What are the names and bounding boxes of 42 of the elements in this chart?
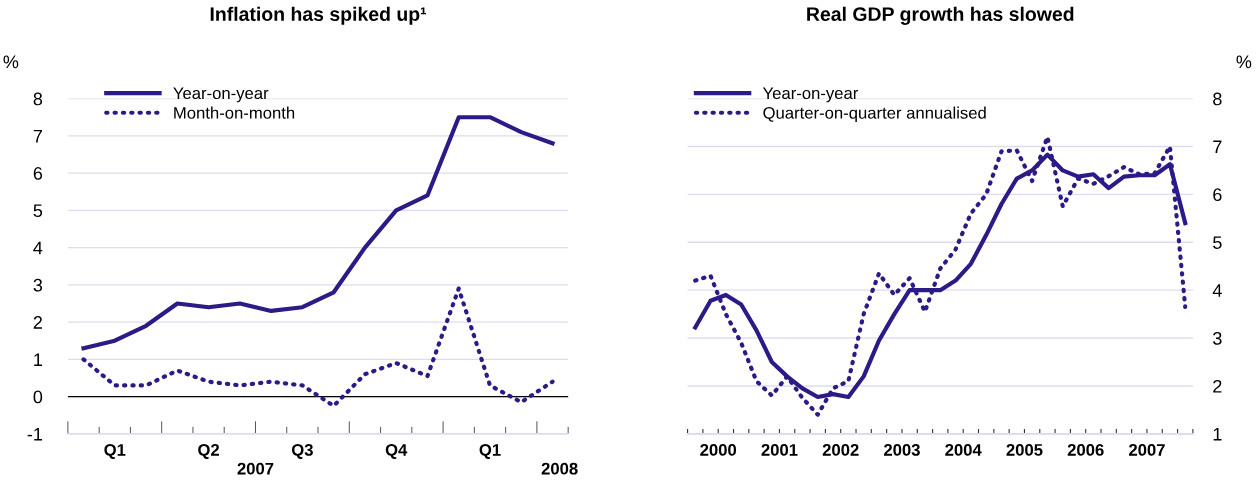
y-tick-label: 4 — [33, 241, 43, 255]
x-tick-label: Q3 — [291, 444, 313, 459]
y-tick-label: 6 — [33, 167, 43, 180]
y-tick-label: 8 — [33, 92, 43, 106]
x-tick-label: 2003 — [884, 444, 920, 456]
y2-tick-label: 2 — [1213, 379, 1222, 393]
y-tick-label: 1 — [34, 353, 42, 366]
y-tick-label: 5 — [33, 204, 43, 218]
legend-label: Year-on-year — [762, 87, 859, 103]
y2-tick-label: 4 — [1212, 284, 1222, 297]
x-tick-label: Q1 — [104, 444, 126, 459]
legend-label: Year-on-year — [173, 87, 269, 103]
x-tick-label: 2004 — [945, 444, 982, 456]
x-tick-label: 2000 — [700, 444, 737, 456]
legend-label: Month-on-month — [174, 106, 295, 119]
y2-tick-label: 8 — [1213, 92, 1222, 106]
x-tick-label: Q2 — [198, 444, 220, 459]
chart-title: Real GDP growth has slowed — [807, 6, 1074, 25]
x-tick-label: 2007 — [1129, 444, 1165, 456]
y-tick-label: 2 — [33, 316, 42, 329]
y2-tick-label: 6 — [1213, 188, 1222, 202]
line-series — [81, 286, 555, 408]
y-axis-title: % — [3, 55, 19, 69]
text: 2008 — [541, 462, 578, 475]
y2-tick-label: 3 — [1213, 331, 1222, 345]
y2-tick-label: 7 — [1213, 140, 1222, 154]
y2-tick-label: 1 — [1213, 427, 1222, 441]
y-tick-label: 7 — [33, 129, 42, 143]
x-tick-label: 2001 — [761, 444, 798, 456]
text: 2007 — [237, 462, 274, 475]
x-tick-label: Q1 — [479, 444, 501, 459]
x-tick-label: 2006 — [1067, 444, 1104, 456]
y2-axis-title: % — [1236, 55, 1252, 69]
x-tick-label: Q4 — [385, 444, 408, 459]
y-tick-label: 3 — [33, 278, 43, 292]
chart-title: Inflation has spiked up¹ — [210, 6, 426, 25]
x-tick-label: 2002 — [822, 444, 859, 456]
y-tick-label: 0 — [33, 390, 43, 404]
y2-tick-label: 5 — [1213, 236, 1222, 249]
x-tick-label: 2005 — [1006, 444, 1043, 456]
y-tick-label: -1 — [27, 427, 42, 441]
legend-label: Quarter-on-quarter annualised — [763, 106, 986, 123]
